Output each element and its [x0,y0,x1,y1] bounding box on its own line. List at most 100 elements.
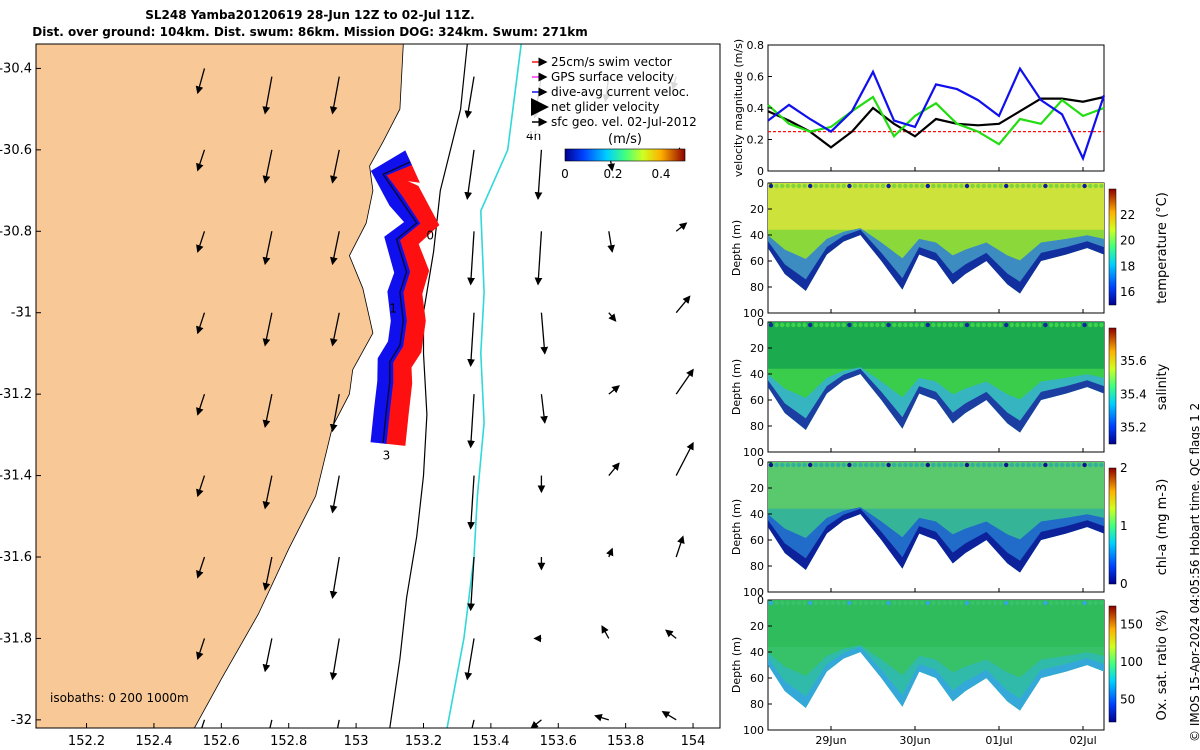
profile-dot [1076,183,1082,189]
velocity-arrow [606,547,614,558]
profile-dot [864,322,869,328]
land-area [36,44,549,728]
section-variable-label: temperature (°C) [1155,192,1170,304]
profile-dot [774,462,779,468]
profile-dot [780,183,785,189]
velocity-arrow [665,629,677,639]
profile-dot [976,183,981,189]
profile-dot [813,600,818,606]
velocity-arrow [530,719,542,728]
profile-dot [897,183,902,189]
colorbar-tick: 20 [1120,234,1135,248]
velocity-arrow [467,475,475,530]
profile-dot [1088,183,1093,189]
profile-dot [830,600,835,606]
velocity-arrow [262,231,273,266]
profile-dot [964,183,970,189]
profile-dot [1020,322,1026,328]
velocity-panel: 0 0.2 0.4 0.6 0.8 velocity magnitude (m/s) [732,39,1106,178]
profile-dot [824,600,830,606]
day-label: 1 [389,302,397,316]
profile-dot [869,183,874,189]
profile-dot [976,600,981,606]
profile-dot [1071,183,1076,189]
velocity-arrow [262,556,273,591]
profile-dot [1009,462,1014,468]
profile-dot [1060,322,1065,328]
profile-dot [942,600,947,606]
depth-tick: 40 [750,229,764,242]
profile-dot [796,183,802,189]
profile-dot [864,183,869,189]
profile-dot [1026,183,1031,189]
velocity-arrow [329,556,340,599]
profile-dot [1099,600,1104,606]
depth-axis-label: Depth (m) [730,359,743,415]
depth-tick: 0 [757,594,764,607]
section-panel: 0 20 40 60 80 100 Depth (m) 50 100 150 Ox. sat. ra… [730,594,1170,737]
profile-dot [1015,183,1020,189]
velocity-arrow [196,475,206,498]
profile-dot [796,600,802,606]
velocity-arrow [262,394,273,428]
profile-dot [953,462,958,468]
profile-dot [858,600,863,606]
profile-dot [858,462,863,468]
colorbar-tick: 0 [1120,577,1128,591]
profile-dot [998,600,1003,606]
profile-dot [836,183,841,189]
profile-dot [836,600,841,606]
profile-dot [813,462,818,468]
profile-dot [886,183,891,189]
profile-dot [1020,183,1026,189]
section-panel: 0 20 40 60 80 100 Depth (m) 16 18 20 22 temperature… [730,177,1170,320]
profile-dot [796,462,802,468]
profile-dot [1032,322,1037,328]
depth-tick: 80 [750,420,764,433]
profile-dot [875,462,880,468]
profile-dot [858,183,863,189]
profile-dot [992,600,998,606]
profile-dot [981,183,986,189]
profile-dot [785,183,790,189]
depth-tick: 60 [750,255,764,268]
depth-tick: 100 [743,724,764,737]
map-y-tick-label: -30.8 [0,224,32,239]
velocity-series-line [767,95,1105,149]
isobath-1000m [446,44,522,728]
colorbar-tick: 35.6 [1120,354,1147,368]
velocity-arrow [262,312,273,347]
profile-dot [920,183,925,189]
profile-dot [920,322,925,328]
velocity-arrow [608,462,620,476]
profile-dot [981,462,986,468]
profile-dot [1009,183,1014,189]
section-band [768,646,1104,711]
map-y-tick-label: -31.4 [0,469,32,484]
profile-dot [903,183,908,189]
velocity-arrow [471,719,475,728]
velocity-arrow [196,149,206,172]
velocity-y-tick: 0 [757,165,764,178]
profile-dot [964,322,970,328]
velocity-arrow [675,368,694,395]
profile-dot [808,183,813,189]
map-x-tick-label: 153.8 [607,734,644,749]
profile-dot [892,462,897,468]
profile-dot [841,183,846,189]
profile-dot [824,183,830,189]
map-x-tick-label: 152.8 [270,734,307,749]
profile-dot [830,183,835,189]
velocity-arrow [608,312,617,322]
profile-dot [824,462,830,468]
profile-dot [852,322,858,328]
profile-dot [1037,183,1043,189]
profile-dot [819,462,824,468]
profile-dot [903,600,908,606]
profile-dot [847,322,852,328]
time-axis: 29Jun 30Jun 01Jul 02Jul [815,309,1097,747]
profile-dot [976,462,981,468]
profile-dot [875,322,880,328]
profile-dot [959,322,964,328]
